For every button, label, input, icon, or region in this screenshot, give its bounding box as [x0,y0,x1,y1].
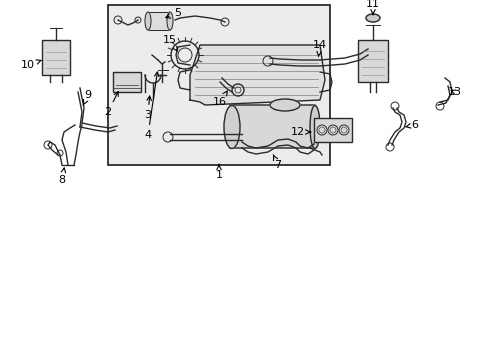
Text: 1: 1 [215,165,222,180]
Polygon shape [227,105,317,148]
Bar [42,40,70,75]
Text: 9: 9 [83,90,91,105]
Bar [148,12,170,30]
Ellipse shape [224,105,240,148]
Text: 16: 16 [213,91,227,107]
Ellipse shape [309,105,319,148]
Text: 5: 5 [165,8,181,18]
Ellipse shape [167,12,173,30]
Text: 13: 13 [447,87,461,97]
Polygon shape [190,45,325,105]
Text: 6: 6 [405,120,418,130]
Bar [357,40,387,82]
Text: 10: 10 [21,60,41,70]
Ellipse shape [365,14,379,22]
Bar [113,72,141,92]
Text: 15: 15 [163,35,177,51]
Ellipse shape [269,99,299,111]
Text: 4: 4 [144,72,159,140]
Text: 8: 8 [59,168,65,185]
Text: 3: 3 [144,96,151,120]
Text: 7: 7 [273,155,281,170]
Text: 11: 11 [365,0,379,15]
Ellipse shape [145,12,151,30]
Text: 12: 12 [290,127,310,137]
Bar [313,118,351,142]
Text: 2: 2 [104,91,118,117]
Text: 14: 14 [312,40,326,56]
Bar [108,5,329,165]
